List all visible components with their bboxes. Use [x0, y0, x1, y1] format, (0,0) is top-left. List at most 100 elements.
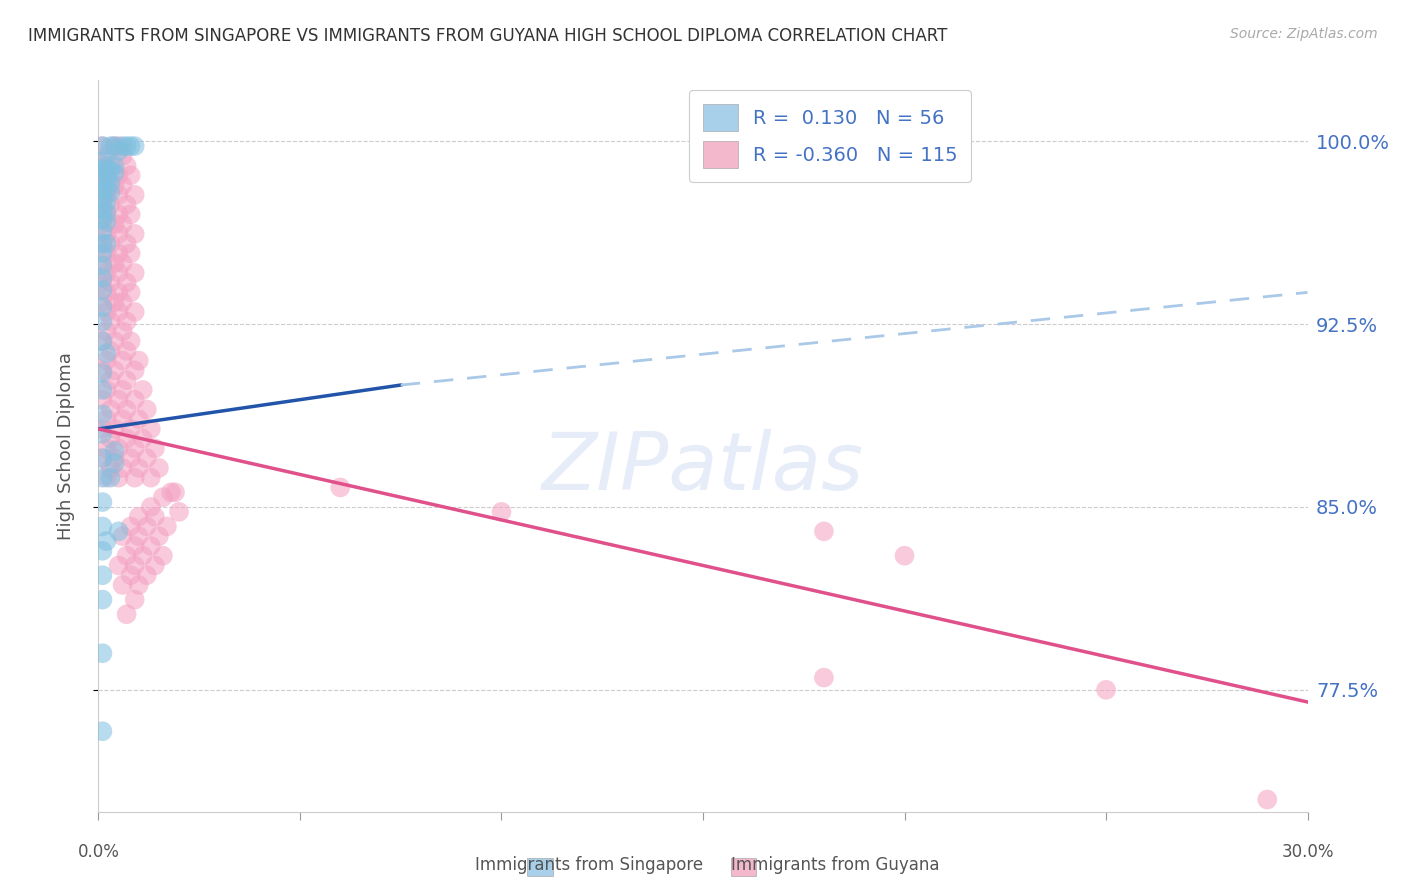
Point — [135, 451, 157, 466]
Point — [96, 266, 118, 280]
Point — [128, 412, 150, 426]
Point — [91, 259, 114, 273]
Point — [115, 373, 138, 387]
Point — [167, 505, 190, 519]
Point — [91, 217, 114, 231]
Point — [103, 363, 125, 377]
Point — [139, 471, 162, 485]
Point — [491, 505, 513, 519]
Point — [96, 173, 118, 187]
Point — [128, 509, 150, 524]
Point — [91, 202, 114, 217]
Point — [107, 285, 129, 300]
Point — [96, 412, 118, 426]
Point — [124, 227, 146, 241]
Point — [96, 169, 118, 183]
Point — [135, 568, 157, 582]
Text: ZIPatlas: ZIPatlas — [541, 429, 865, 507]
Point — [91, 153, 114, 168]
Point — [100, 432, 122, 446]
Point — [115, 197, 138, 211]
Point — [893, 549, 915, 563]
Point — [107, 169, 129, 183]
Point — [91, 295, 114, 310]
Point — [91, 270, 114, 285]
Point — [115, 549, 138, 563]
Point — [100, 163, 122, 178]
Legend: R =  0.130   N = 56, R = -0.360   N = 115: R = 0.130 N = 56, R = -0.360 N = 115 — [689, 90, 972, 182]
Point — [124, 305, 146, 319]
Point — [103, 295, 125, 310]
Point — [100, 197, 122, 211]
Point — [91, 334, 114, 348]
Point — [96, 159, 118, 173]
Point — [103, 443, 125, 458]
Point — [91, 159, 114, 173]
Point — [128, 353, 150, 368]
Text: 30.0%: 30.0% — [1281, 843, 1334, 861]
Point — [91, 451, 114, 466]
Point — [124, 558, 146, 573]
Point — [163, 485, 186, 500]
Point — [124, 363, 146, 377]
Point — [91, 163, 114, 178]
Point — [107, 207, 129, 221]
Point — [103, 159, 125, 173]
Point — [107, 144, 129, 158]
Point — [96, 325, 118, 339]
Point — [132, 549, 155, 563]
Point — [128, 461, 150, 475]
Point — [91, 224, 114, 238]
Point — [124, 392, 146, 407]
Point — [91, 178, 114, 193]
Point — [115, 402, 138, 417]
Point — [91, 383, 114, 397]
Point — [111, 178, 134, 193]
Point — [111, 412, 134, 426]
Point — [120, 285, 142, 300]
Point — [329, 480, 352, 494]
Text: Source: ZipAtlas.com: Source: ZipAtlas.com — [1230, 27, 1378, 41]
Point — [91, 451, 114, 466]
Point — [115, 159, 138, 173]
Point — [103, 178, 125, 193]
Point — [111, 383, 134, 397]
Point — [124, 592, 146, 607]
Point — [100, 139, 122, 153]
Point — [91, 283, 114, 297]
Point — [107, 187, 129, 202]
Point — [100, 186, 122, 200]
Point — [100, 176, 122, 190]
Point — [115, 139, 138, 153]
Point — [96, 353, 118, 368]
Point — [107, 227, 129, 241]
Point — [100, 236, 122, 251]
Point — [115, 607, 138, 622]
Point — [91, 724, 114, 739]
Point — [100, 343, 122, 358]
Point — [152, 549, 174, 563]
Point — [96, 442, 118, 456]
Point — [96, 346, 118, 360]
Point — [100, 471, 122, 485]
Point — [103, 422, 125, 436]
Point — [96, 246, 118, 260]
Point — [91, 315, 114, 329]
Point — [91, 173, 114, 187]
Point — [100, 276, 122, 290]
Point — [128, 578, 150, 592]
Point — [120, 139, 142, 153]
Point — [91, 236, 114, 251]
Point — [103, 451, 125, 466]
Point — [111, 325, 134, 339]
Point — [103, 139, 125, 153]
Point — [152, 490, 174, 504]
Point — [111, 139, 134, 153]
Point — [132, 383, 155, 397]
Point — [139, 422, 162, 436]
Point — [96, 383, 118, 397]
Point — [91, 139, 114, 153]
Point — [91, 646, 114, 660]
Point — [91, 334, 114, 348]
Point — [100, 159, 122, 173]
